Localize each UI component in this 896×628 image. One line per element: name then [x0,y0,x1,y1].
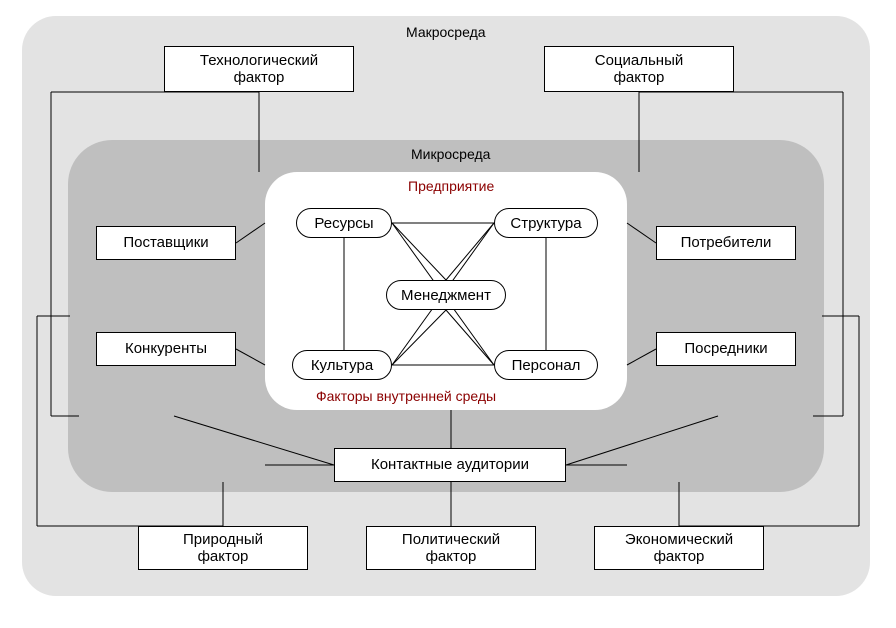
node-culture: Культура [292,350,392,380]
node-political-factor: Политическийфактор [366,526,536,570]
node-resources-text: Ресурсы [314,215,373,232]
node-contact-audiences: Контактные аудитории [334,448,566,482]
node-competitors-text: Конкуренты [125,340,207,357]
enterprise-footer: Факторы внутренней среды [316,388,496,404]
node-economic-factor-text: Экономическийфактор [625,531,733,566]
node-social-factor: Социальныйфактор [544,46,734,92]
node-intermediaries-text: Посредники [684,340,767,357]
node-natural-factor: Природныйфактор [138,526,308,570]
node-structure: Структура [494,208,598,238]
macro-layer-label: Макросреда [406,24,486,40]
node-tech-factor-text: Технологическийфактор [200,52,318,87]
enterprise-title: Предприятие [408,178,494,194]
node-personnel: Персонал [494,350,598,380]
node-tech-factor: Технологическийфактор [164,46,354,92]
node-consumers: Потребители [656,226,796,260]
node-contact-audiences-text: Контактные аудитории [371,456,529,473]
node-resources: Ресурсы [296,208,392,238]
node-structure-text: Структура [510,215,581,232]
micro-layer-label: Микросреда [411,146,490,162]
node-consumers-text: Потребители [681,234,772,251]
node-economic-factor: Экономическийфактор [594,526,764,570]
node-intermediaries: Посредники [656,332,796,366]
node-social-factor-text: Социальныйфактор [595,52,684,87]
node-suppliers-text: Поставщики [123,234,208,251]
node-natural-factor-text: Природныйфактор [183,531,263,566]
node-competitors: Конкуренты [96,332,236,366]
node-management: Менеджмент [386,280,506,310]
node-culture-text: Культура [311,357,373,374]
node-management-text: Менеджмент [401,287,491,304]
node-personnel-text: Персонал [512,357,581,374]
node-political-factor-text: Политическийфактор [402,531,500,566]
node-suppliers: Поставщики [96,226,236,260]
